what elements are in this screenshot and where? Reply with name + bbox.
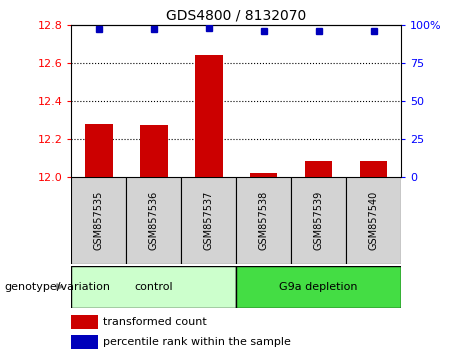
Bar (236, 177, 291, 264)
Bar (71, 315, 98, 329)
Text: GSM857536: GSM857536 (149, 191, 159, 250)
Bar (140, 125, 168, 177)
Bar (71, 335, 98, 348)
Bar (360, 161, 387, 177)
Text: control: control (135, 282, 173, 292)
Title: GDS4800 / 8132070: GDS4800 / 8132070 (166, 8, 307, 22)
Text: G9a depletion: G9a depletion (279, 282, 358, 292)
Bar (250, 173, 278, 177)
Bar (236, 266, 401, 308)
Text: genotype/variation: genotype/variation (5, 282, 111, 292)
Bar (71, 177, 126, 264)
Bar (181, 177, 236, 264)
Bar (85, 124, 112, 177)
Text: GSM857537: GSM857537 (204, 191, 214, 250)
Text: percentile rank within the sample: percentile rank within the sample (103, 337, 290, 347)
Text: GSM857535: GSM857535 (94, 191, 104, 250)
Bar (305, 161, 332, 177)
Bar (71, 266, 236, 308)
Bar (126, 177, 181, 264)
Bar (195, 55, 223, 177)
Bar (291, 177, 346, 264)
Text: GSM857538: GSM857538 (259, 191, 269, 250)
Text: transformed count: transformed count (103, 318, 207, 327)
Text: GSM857540: GSM857540 (369, 191, 378, 250)
Text: GSM857539: GSM857539 (313, 191, 324, 250)
Bar (346, 177, 401, 264)
